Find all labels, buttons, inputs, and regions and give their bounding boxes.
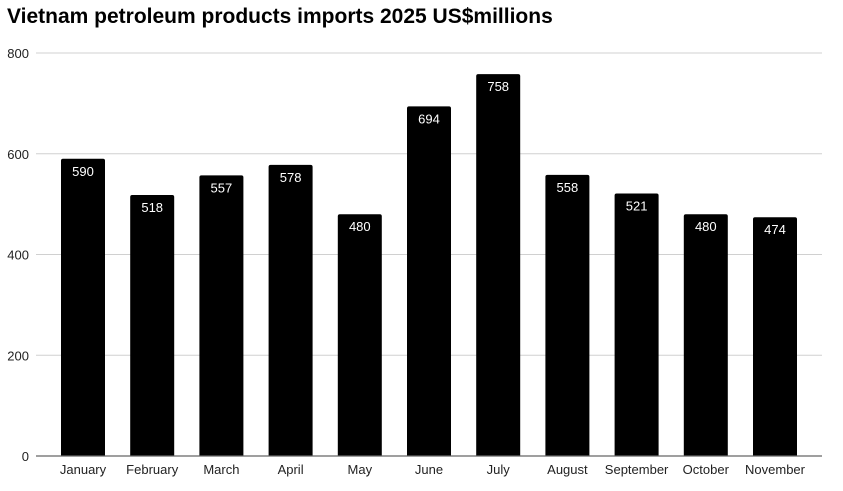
y-tick-label: 0: [22, 449, 29, 464]
bar: [407, 106, 451, 457]
data-label: 758: [487, 79, 509, 94]
bar: [753, 217, 797, 456]
data-label: 558: [557, 180, 579, 195]
bar: [545, 174, 590, 456]
x-tick-label: September: [605, 462, 669, 477]
bar: [130, 195, 175, 456]
chart-title: Vietnam petroleum products imports 2025 …: [7, 5, 553, 28]
data-label: 557: [211, 180, 233, 195]
bar: [476, 74, 521, 456]
x-tick-label: August: [547, 462, 588, 477]
bar: [614, 193, 659, 456]
x-tick-label: February: [126, 462, 179, 477]
x-tick-label: October: [683, 462, 730, 477]
y-tick-label: 600: [7, 147, 29, 162]
x-tick-label: April: [278, 462, 304, 477]
y-tick-label: 800: [7, 46, 29, 61]
bar: [337, 214, 382, 456]
bar: [268, 164, 313, 456]
data-label: 474: [764, 222, 786, 237]
x-tick-label: May: [348, 462, 373, 477]
x-tick-label: January: [60, 462, 107, 477]
data-label: 590: [72, 164, 94, 179]
bar: [683, 214, 728, 456]
x-tick-label: July: [487, 462, 511, 477]
data-label: 518: [141, 200, 163, 215]
bar: [199, 175, 244, 456]
y-tick-label: 200: [7, 348, 29, 363]
y-tick-label: 400: [7, 248, 29, 263]
x-tick-label: November: [745, 462, 806, 477]
data-label: 694: [418, 111, 440, 126]
data-label: 480: [349, 219, 371, 234]
x-tick-label: March: [203, 462, 239, 477]
x-tick-label: June: [415, 462, 443, 477]
data-label: 521: [626, 199, 648, 214]
data-label: 578: [280, 170, 302, 185]
bar: [61, 158, 105, 456]
data-label: 480: [695, 219, 717, 234]
